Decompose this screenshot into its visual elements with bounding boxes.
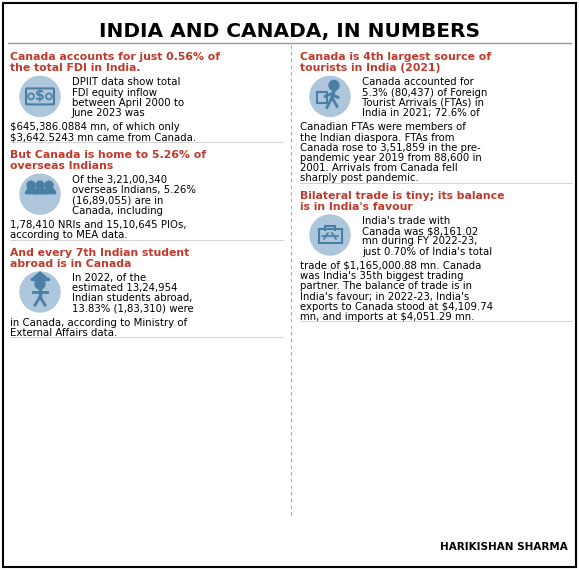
Text: overseas Indians, 5.26%: overseas Indians, 5.26%	[72, 185, 196, 196]
Circle shape	[20, 272, 60, 312]
Text: in Canada, according to Ministry of: in Canada, according to Ministry of	[10, 318, 187, 328]
Circle shape	[329, 80, 339, 91]
Text: 5.3% (80,437) of Foreign: 5.3% (80,437) of Foreign	[362, 88, 488, 97]
Text: In 2022, of the: In 2022, of the	[72, 273, 146, 283]
Text: Canada accounted for: Canada accounted for	[362, 78, 474, 87]
Text: Bilateral trade is tiny; its balance: Bilateral trade is tiny; its balance	[300, 190, 504, 201]
Text: exports to Canada stood at $4,109.74: exports to Canada stood at $4,109.74	[300, 302, 493, 312]
Text: 1,78,410 NRIs and 15,10,645 PIOs,: 1,78,410 NRIs and 15,10,645 PIOs,	[10, 220, 186, 230]
Text: Canadian FTAs were members of: Canadian FTAs were members of	[300, 123, 466, 132]
Text: partner. The balance of trade is in: partner. The balance of trade is in	[300, 282, 472, 291]
Text: But Canada is home to 5.26% of: But Canada is home to 5.26% of	[10, 150, 206, 160]
FancyBboxPatch shape	[3, 3, 576, 567]
Text: sharply post pandemic.: sharply post pandemic.	[300, 173, 419, 184]
Circle shape	[36, 181, 44, 189]
Text: External Affairs data.: External Affairs data.	[10, 328, 118, 338]
Text: the total FDI in India.: the total FDI in India.	[10, 63, 141, 73]
Polygon shape	[33, 272, 47, 278]
Text: India's favour; in 2022-23, India's: India's favour; in 2022-23, India's	[300, 292, 469, 302]
Text: DPIIT data show total: DPIIT data show total	[72, 78, 181, 87]
Text: was India's 35th biggest trading: was India's 35th biggest trading	[300, 271, 464, 281]
Text: Canada was $8,161.02: Canada was $8,161.02	[362, 226, 478, 236]
Circle shape	[20, 174, 60, 214]
Text: $3,642.5243 mn came from Canada.: $3,642.5243 mn came from Canada.	[10, 133, 196, 142]
Text: Canada, including: Canada, including	[72, 206, 163, 216]
Circle shape	[20, 76, 60, 116]
Text: Canada is 4th largest source of: Canada is 4th largest source of	[300, 52, 491, 62]
Text: $: $	[35, 89, 45, 103]
Text: the Indian diaspora. FTAs from: the Indian diaspora. FTAs from	[300, 133, 455, 142]
Text: And every 7th Indian student: And every 7th Indian student	[10, 247, 189, 258]
Text: estimated 13,24,954: estimated 13,24,954	[72, 283, 178, 293]
Text: overseas Indians: overseas Indians	[10, 161, 113, 171]
Text: $645,386.0884 mn, of which only: $645,386.0884 mn, of which only	[10, 123, 179, 132]
Circle shape	[45, 181, 53, 189]
Circle shape	[35, 279, 45, 289]
Text: (16,89,055) are in: (16,89,055) are in	[72, 196, 163, 206]
Circle shape	[27, 181, 35, 189]
Text: HARIKISHAN SHARMA: HARIKISHAN SHARMA	[440, 542, 568, 552]
Text: India in 2021; 72.6% of: India in 2021; 72.6% of	[362, 108, 480, 118]
Text: just 0.70% of India's total: just 0.70% of India's total	[362, 247, 492, 256]
Text: mn, and imports at $4,051.29 mn.: mn, and imports at $4,051.29 mn.	[300, 312, 474, 322]
Text: Of the 3,21,00,340: Of the 3,21,00,340	[72, 175, 167, 185]
Circle shape	[310, 215, 350, 255]
Text: FDI equity inflow: FDI equity inflow	[72, 88, 157, 97]
Text: is in India's favour: is in India's favour	[300, 202, 413, 212]
Text: 2001. Arrivals from Canada fell: 2001. Arrivals from Canada fell	[300, 163, 457, 173]
Text: abroad is in Canada: abroad is in Canada	[10, 259, 131, 269]
Text: trade of $1,165,000.88 mn. Canada: trade of $1,165,000.88 mn. Canada	[300, 261, 481, 271]
Text: between April 2000 to: between April 2000 to	[72, 98, 184, 108]
Text: pandemic year 2019 from 88,600 in: pandemic year 2019 from 88,600 in	[300, 153, 482, 163]
Text: 13.83% (1,83,310) were: 13.83% (1,83,310) were	[72, 304, 193, 314]
Circle shape	[310, 76, 350, 116]
Text: June 2023 was: June 2023 was	[72, 108, 146, 118]
Text: mn during FY 2022-23,: mn during FY 2022-23,	[362, 237, 477, 246]
Text: Canada rose to 3,51,859 in the pre-: Canada rose to 3,51,859 in the pre-	[300, 143, 481, 153]
Text: tourists in India (2021): tourists in India (2021)	[300, 63, 441, 73]
Text: INDIA AND CANADA, IN NUMBERS: INDIA AND CANADA, IN NUMBERS	[99, 22, 480, 41]
Text: Tourist Arrivals (FTAs) in: Tourist Arrivals (FTAs) in	[362, 98, 484, 108]
Text: Indian students abroad,: Indian students abroad,	[72, 294, 192, 303]
Text: Canada accounts for just 0.56% of: Canada accounts for just 0.56% of	[10, 52, 220, 62]
Text: India's trade with: India's trade with	[362, 216, 450, 226]
Polygon shape	[31, 278, 49, 280]
Text: according to MEA data.: according to MEA data.	[10, 230, 127, 241]
